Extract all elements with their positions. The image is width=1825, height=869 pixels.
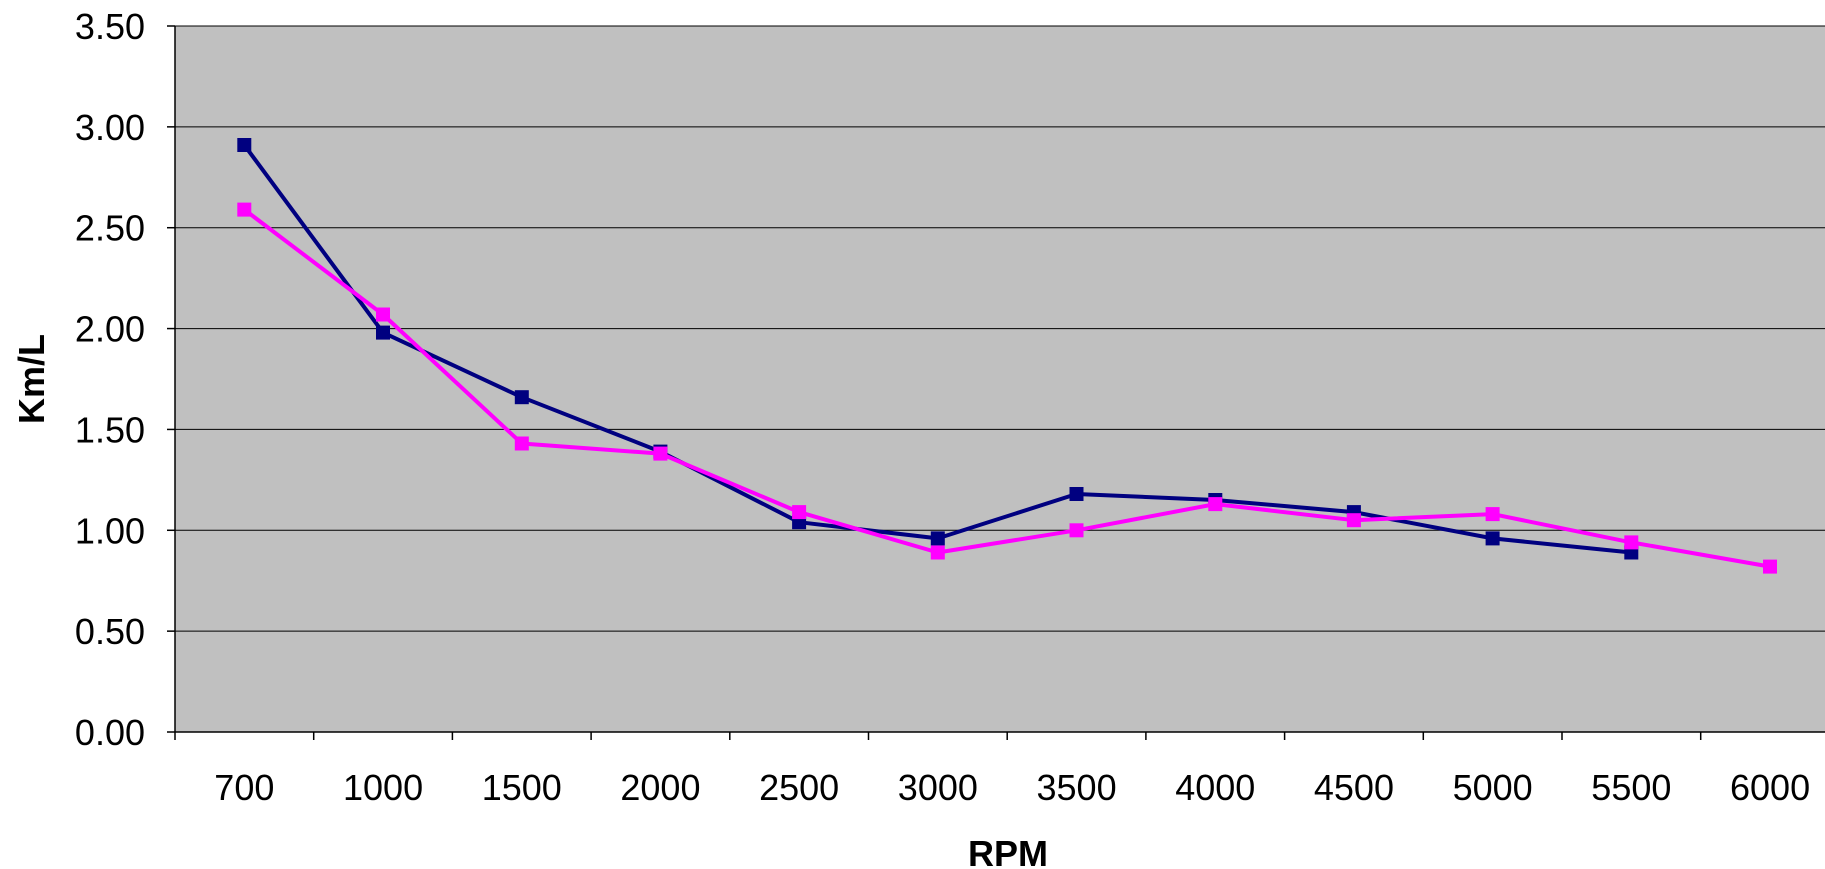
gridlines	[175, 25, 1825, 632]
x-tick-label: 700	[214, 767, 274, 808]
data-point-marker	[1485, 507, 1500, 522]
x-tick-label: 5500	[1591, 767, 1671, 808]
data-point-marker	[237, 202, 252, 217]
data-point-marker	[376, 307, 390, 322]
x-tick-label: 4500	[1314, 767, 1394, 808]
x-tick-label: 6000	[1730, 767, 1810, 808]
data-point-marker	[237, 138, 252, 152]
y-tick-label: 0.50	[75, 611, 145, 652]
x-tick-label: 3000	[898, 767, 978, 808]
x-tick-label: 4000	[1175, 767, 1255, 808]
y-axis-title: Km/L	[11, 334, 52, 424]
y-tick-label: 1.50	[75, 409, 145, 450]
y-tick-label: 2.00	[75, 309, 145, 350]
data-point-marker	[653, 446, 668, 461]
x-tick-label: 1000	[343, 767, 423, 808]
y-tick-label: 3.50	[75, 6, 145, 47]
series-line	[243, 208, 1771, 569]
data-point-marker	[1069, 523, 1084, 538]
data-point-marker	[1485, 531, 1500, 546]
tick-labels: 0.00 0.50 1.00 1.50 2.00 2.50 3.00 3.50 700 1000 1…	[75, 6, 1810, 808]
x-tick-label: 1500	[482, 767, 562, 808]
x-tick-label: 5000	[1453, 767, 1533, 808]
x-tick-label: 2500	[759, 767, 839, 808]
data-point-marker	[1069, 487, 1084, 501]
data-point-marker	[1208, 497, 1223, 512]
series-2	[237, 202, 1777, 574]
x-tick-label: 2000	[620, 767, 700, 808]
data-point-marker	[1624, 535, 1639, 550]
plot-area	[175, 26, 1825, 732]
data-point-marker	[1346, 513, 1361, 528]
data-point-marker	[930, 545, 945, 560]
data-point-marker	[376, 325, 390, 340]
data-point-marker	[792, 505, 807, 520]
data-point-marker	[930, 531, 945, 546]
y-tick-label: 3.00	[75, 107, 145, 148]
data-point-marker	[514, 390, 529, 405]
x-tick-label: 3500	[1037, 767, 1117, 808]
y-tick-label: 1.00	[75, 510, 145, 551]
y-tick-label: 2.50	[75, 208, 145, 249]
y-tick-label: 0.00	[75, 712, 145, 753]
series-layer	[237, 138, 1777, 574]
data-point-marker	[514, 436, 529, 451]
data-point-marker	[1763, 559, 1777, 574]
x-axis-title: RPM	[968, 833, 1048, 869]
axes	[167, 25, 1825, 740]
